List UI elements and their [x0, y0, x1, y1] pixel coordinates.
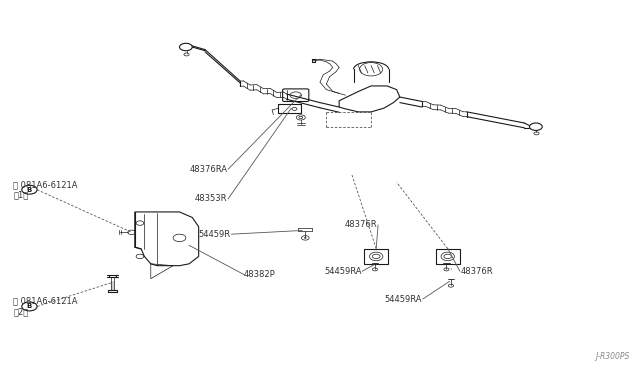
Text: J-R300PS: J-R300PS	[595, 352, 630, 361]
Circle shape	[304, 237, 307, 238]
Text: 54459RA: 54459RA	[324, 267, 362, 276]
Text: B: B	[27, 304, 32, 310]
Text: 54459RA: 54459RA	[385, 295, 422, 304]
Text: 54459R: 54459R	[198, 230, 230, 239]
Text: 48353R: 48353R	[195, 195, 227, 203]
Text: Ⓑ 081A6-6121A
（1）: Ⓑ 081A6-6121A （1）	[13, 180, 78, 199]
Text: 48376R: 48376R	[345, 221, 378, 230]
Text: 48376R: 48376R	[461, 267, 493, 276]
Text: 48376RA: 48376RA	[189, 165, 227, 174]
Text: Ⓑ 081A6-6121A
（2）: Ⓑ 081A6-6121A （2）	[13, 297, 78, 316]
Text: 48382P: 48382P	[243, 270, 275, 279]
Text: B: B	[27, 187, 32, 193]
